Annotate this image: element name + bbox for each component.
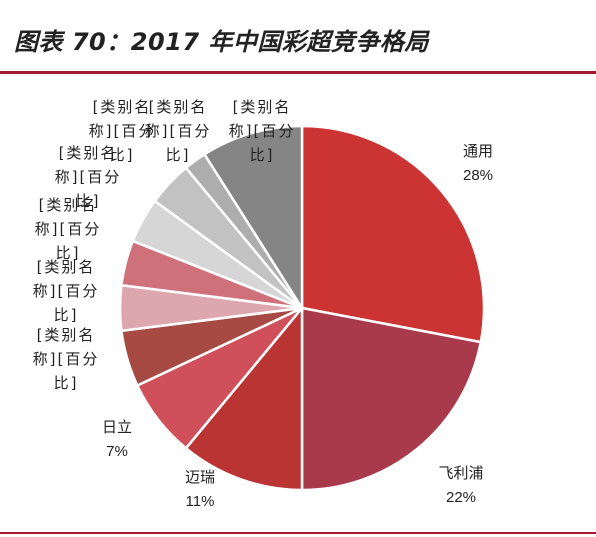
pie-slice-11 [202, 124, 304, 313]
slice-category-label: 比] [56, 244, 81, 262]
slice-category-label: [类别名 [59, 144, 118, 162]
figure-title: 图表 70：2017 年中国彩超竞争格局 [14, 28, 429, 56]
slice-category-label: [类别名 [233, 98, 292, 116]
bottom-divider [0, 532, 596, 534]
slice-category-label: [类别名 [37, 326, 96, 344]
slice-category-label: [类别名 [39, 196, 98, 214]
slice-category-label: 比] [250, 146, 275, 164]
slice-category-label: 比] [54, 306, 79, 324]
slice-category-label: [类别名 [149, 98, 208, 116]
pie-labels: 通用28%飞利浦22%迈瑞11%日立7%[类别名称][百分比][类别名称][百分… [33, 98, 493, 510]
slice-label-1: 通用 28% [463, 142, 493, 184]
slice-category-label: 称][百分 [55, 168, 122, 186]
slice-category-label: [类别名 [37, 258, 96, 276]
slice-category-label: [类别名 [93, 98, 152, 116]
slice-label-2: 飞利浦 22% [438, 464, 483, 506]
slice-category-label: 日立 [102, 418, 132, 436]
slice-category-label: 称][百分 [229, 122, 296, 140]
slice-percent-label: 11% [186, 493, 215, 510]
pie-slices [118, 124, 486, 492]
slice-label-4: 日立 7% [102, 418, 132, 460]
slice-percent-label: 28% [463, 167, 493, 184]
slice-category-label: 通用 [463, 142, 493, 160]
slice-category-label: 比] [54, 374, 79, 392]
slice-category-label: 称][百分 [33, 282, 100, 300]
slice-label-3: 迈瑞 11% [185, 468, 215, 510]
slice-category-label: 称][百分 [33, 350, 100, 368]
slice-category-label: 称][百分 [35, 220, 102, 238]
slice-category-label: 比] [110, 146, 135, 164]
slice-category-label: 迈瑞 [185, 468, 215, 486]
pie-slice-3 [184, 304, 304, 492]
slice-category-label: 比] [76, 192, 101, 210]
pie-slice-1 [300, 124, 486, 344]
slice-category-label: 比] [166, 146, 191, 164]
pie-slice-2 [300, 306, 483, 492]
slice-percent-label: 22% [446, 489, 476, 506]
slice-percent-label: 7% [106, 443, 128, 460]
slice-category-label: 称][百分 [89, 122, 156, 140]
title-divider [0, 71, 596, 74]
slice-category-label: 飞利浦 [438, 464, 483, 482]
slice-category-label: 称][百分 [145, 122, 212, 140]
